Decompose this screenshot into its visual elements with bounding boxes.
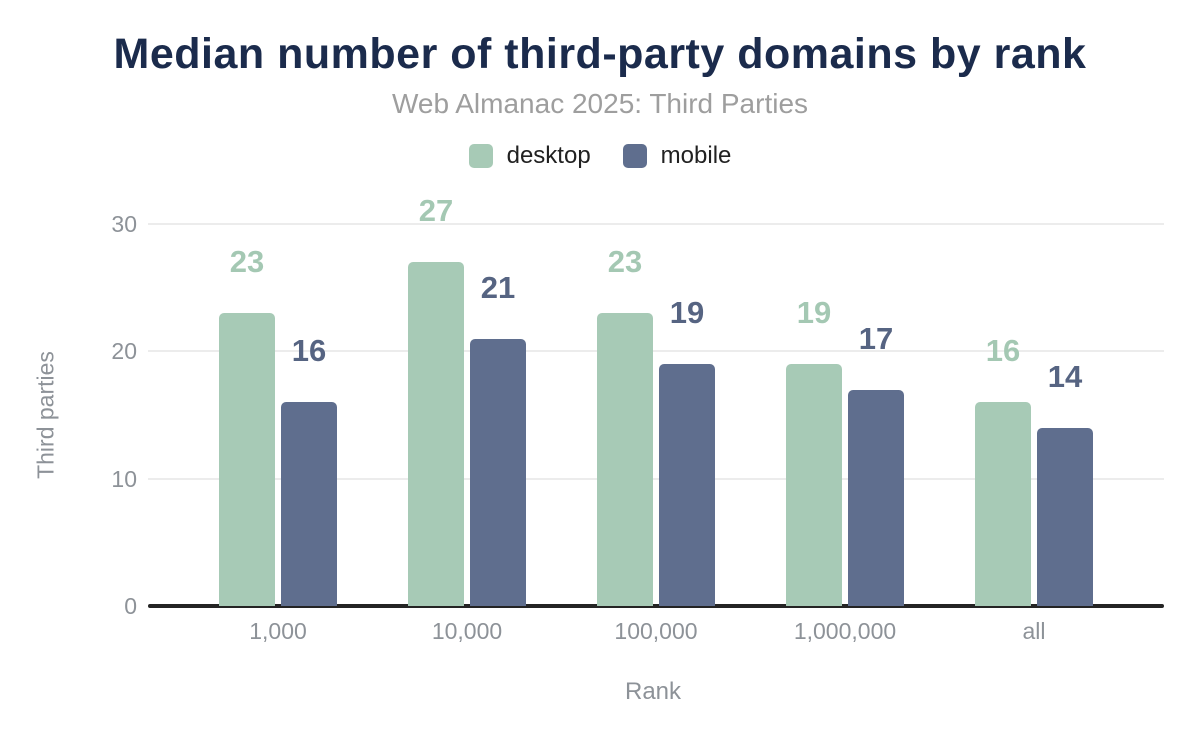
bar-mobile [659, 364, 715, 606]
value-label-desktop: 16 [985, 333, 1021, 369]
bar-desktop [408, 262, 464, 606]
x-axis-line [148, 604, 1164, 608]
bar-mobile [1037, 427, 1093, 606]
bar-mobile [470, 338, 526, 606]
chart-subtitle: Web Almanac 2025: Third Parties [391, 88, 809, 119]
value-label-desktop: 19 [796, 295, 832, 331]
legend-swatch-desktop-icon [468, 144, 493, 168]
value-label-desktop: 23 [229, 244, 265, 280]
y-tick-label: 0 [124, 593, 137, 619]
bar-mobile [848, 389, 904, 606]
value-label-mobile: 17 [858, 320, 894, 356]
bar-desktop [219, 313, 275, 606]
legend-label-desktop: desktop [506, 142, 591, 169]
x-tick-label: 10,000 [431, 618, 503, 644]
legend-label-mobile: mobile [660, 142, 732, 169]
gridline [148, 350, 1164, 353]
legend-item-desktop[interactable]: desktop [468, 142, 591, 170]
legend: desktop mobile [0, 142, 1200, 170]
value-label-mobile: 21 [480, 269, 516, 305]
value-label-desktop: 23 [607, 244, 643, 280]
x-tick-label: 100,000 [614, 618, 698, 644]
gridline [148, 223, 1164, 225]
value-label-mobile: 19 [669, 295, 705, 331]
gridline [148, 477, 1164, 480]
y-tick-label: 20 [111, 338, 137, 365]
legend-swatch-mobile-icon [622, 144, 647, 168]
x-axis-title: Rank [624, 678, 682, 705]
y-axis-title: Third parties [32, 351, 59, 479]
legend-item-mobile[interactable]: mobile [622, 142, 732, 170]
y-tick-label: 30 [111, 211, 137, 237]
bar-desktop [786, 364, 842, 606]
x-tick-label: all [1022, 618, 1046, 644]
bar-desktop [975, 402, 1031, 606]
value-label-mobile: 16 [291, 333, 327, 369]
value-label-mobile: 14 [1047, 358, 1083, 394]
x-tick-label: 1,000,000 [793, 618, 897, 644]
bar-desktop [597, 313, 653, 606]
value-label-desktop: 27 [418, 193, 454, 229]
bar-mobile [281, 402, 337, 606]
x-tick-label: 1,000 [249, 618, 307, 644]
y-tick-label: 10 [111, 465, 137, 492]
chart-title: Median number of third-party domains by … [113, 30, 1087, 78]
